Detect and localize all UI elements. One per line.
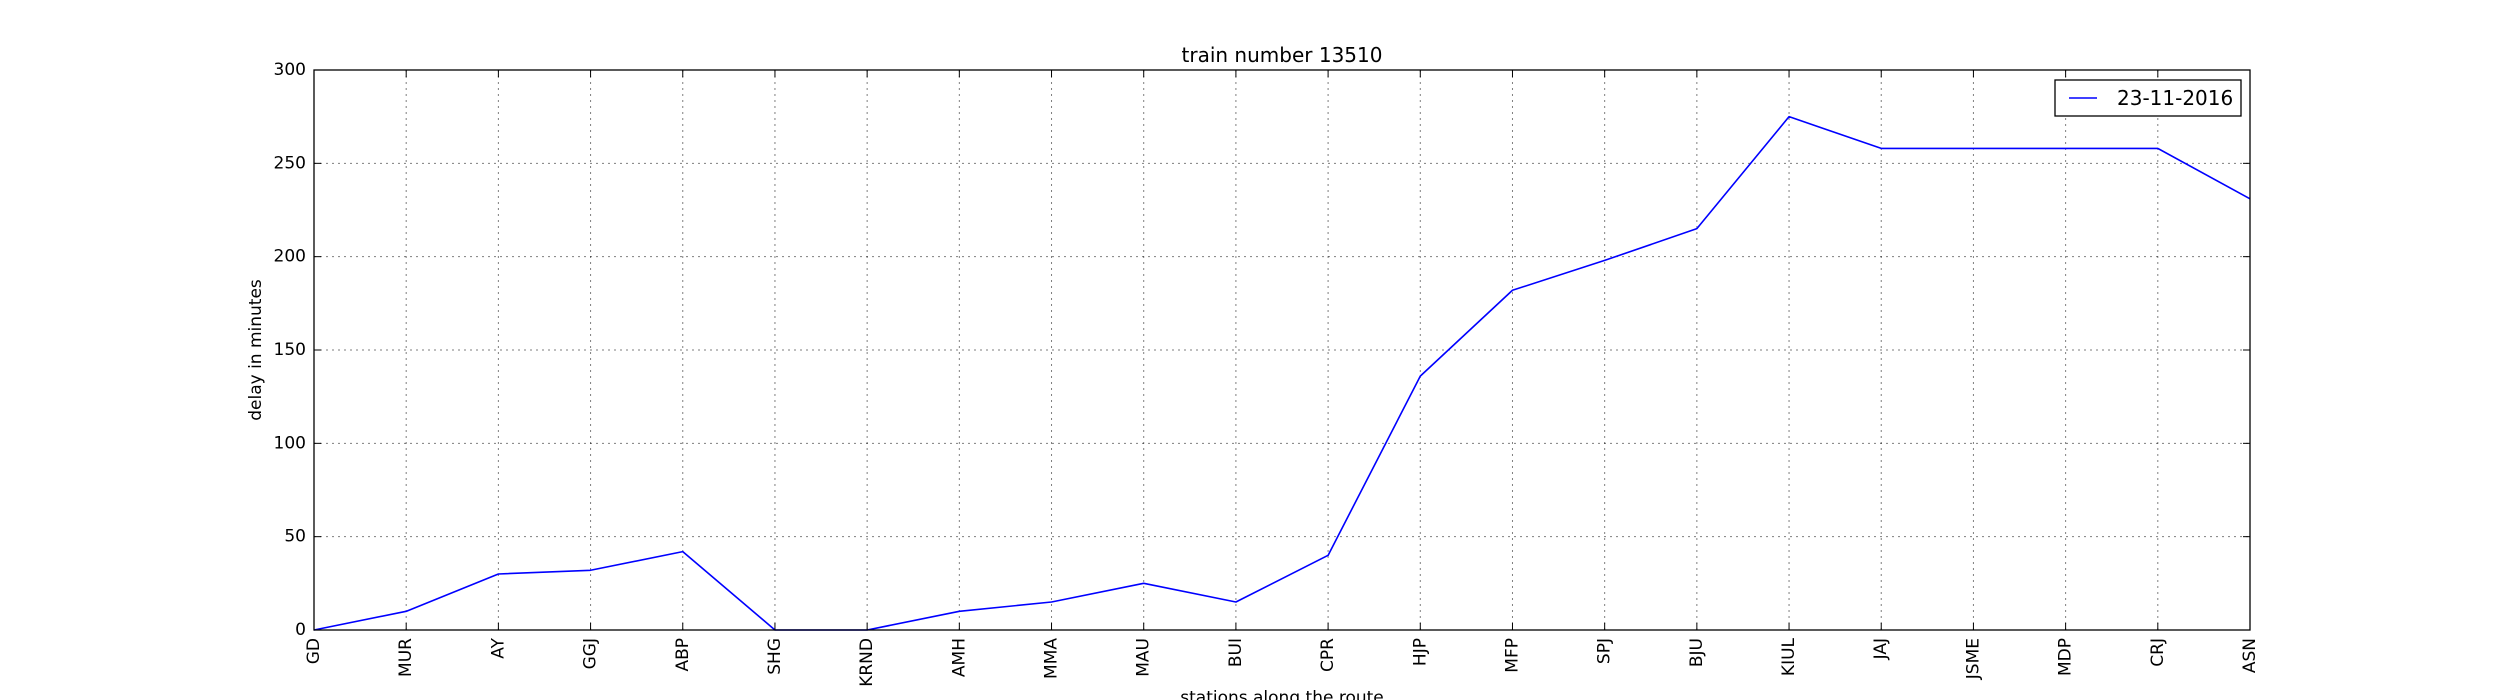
x-tick-label: AY bbox=[488, 637, 508, 658]
x-tick-label: GGJ bbox=[581, 638, 601, 669]
x-tick-label: JAJ bbox=[1871, 638, 1891, 660]
x-tick-label: CPR bbox=[1318, 638, 1338, 672]
y-axis-label: delay in minutes bbox=[246, 279, 266, 421]
x-tick-label: MMA bbox=[1042, 638, 1062, 679]
legend: 23-11-2016 bbox=[2054, 79, 2242, 117]
x-tick-label: SHG bbox=[765, 638, 785, 675]
series-layer bbox=[313, 115, 2251, 631]
axis-ticks: GD MUR AY GGJ ABP SHG KRND AMH MMA MAU BUI CPR HJP MF… bbox=[274, 60, 2260, 687]
x-tick-label: MAU bbox=[1134, 638, 1154, 677]
chart-title: train number 13510 bbox=[1182, 43, 1383, 67]
x-tick-label: CRJ bbox=[2148, 638, 2168, 667]
x-axis-label: stations along the route bbox=[1180, 688, 1384, 700]
x-tick-label: HJP bbox=[1410, 638, 1430, 666]
y-tick-label: 50 bbox=[284, 527, 306, 547]
x-tick-label: MDP bbox=[2056, 638, 2076, 676]
x-tick-label: ASN bbox=[2240, 638, 2260, 673]
x-tick-label: ABP bbox=[673, 638, 693, 672]
y-tick-label: 300 bbox=[274, 60, 306, 80]
x-tick-label: MFP bbox=[1502, 638, 1522, 673]
x-tick-label: KIUL bbox=[1779, 637, 1799, 676]
y-tick-label: 150 bbox=[274, 340, 306, 360]
x-tick-label: BJU bbox=[1687, 638, 1707, 667]
x-tick-label: GD bbox=[304, 638, 324, 664]
x-tick-label: KRND bbox=[857, 638, 877, 687]
x-tick-label: JSME bbox=[1963, 638, 1983, 680]
x-tick-label: BUI bbox=[1226, 638, 1246, 667]
x-tick-label: SPJ bbox=[1595, 638, 1615, 664]
y-tick-label: 200 bbox=[274, 247, 306, 267]
x-tick-label: MUR bbox=[396, 638, 416, 677]
y-tick-label: 250 bbox=[274, 153, 306, 173]
series-line bbox=[313, 115, 2251, 631]
x-tick-label: AMH bbox=[949, 638, 969, 677]
y-tick-label: 100 bbox=[274, 433, 306, 453]
y-tick-label: 0 bbox=[295, 620, 306, 640]
legend-entry-label: 23-11-2016 bbox=[2117, 86, 2233, 110]
